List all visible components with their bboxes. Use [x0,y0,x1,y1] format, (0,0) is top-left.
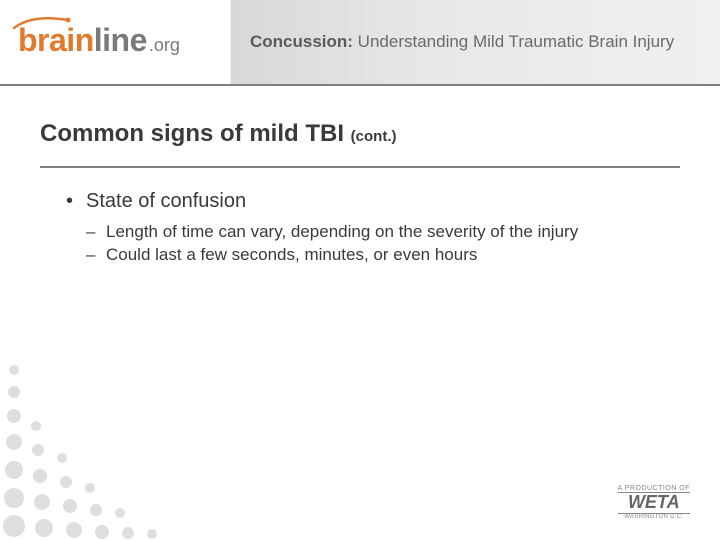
slide-title-main: Common signs of mild TBI [40,120,351,147]
weta-bottom-text: WASHINGTON D.C. [618,514,690,520]
bullet-list: State of confusion Length of time can va… [40,190,680,267]
title-underline [40,166,680,168]
weta-top-text: A PRODUCTION OF [618,485,690,492]
bullet-level1: State of confusion [66,190,680,213]
slide-title-cont: (cont.) [351,128,397,145]
logo-text-org: .org [149,35,180,56]
weta-main-text: WETA [618,492,690,514]
brainline-logo: brainline.org [18,22,180,59]
logo-text-line: line [94,22,147,59]
weta-logo: A PRODUCTION OF WETA WASHINGTON D.C. [618,485,690,520]
header-title: Concussion: Understanding Mild Traumatic… [250,32,674,52]
header-title-rest: Understanding Mild Traumatic Brain Injur… [353,32,674,51]
header-title-strong: Concussion: [250,32,353,51]
dots-decoration-icon [0,320,300,540]
header-bar: brainline.org Concussion: Understanding … [0,0,720,84]
slide-title: Common signs of mild TBI (cont.) [40,120,680,148]
logo-text-brain: brain [18,22,94,59]
slide-content: Common signs of mild TBI (cont.) State o… [0,86,720,267]
bullet-level2: Could last a few seconds, minutes, or ev… [86,244,680,267]
bullet-level2: Length of time can vary, depending on th… [86,221,680,244]
